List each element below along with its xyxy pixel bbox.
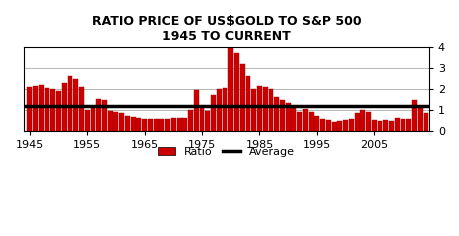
Bar: [67, 76, 72, 131]
Bar: [216, 89, 221, 131]
Bar: [96, 99, 101, 131]
Bar: [337, 121, 341, 131]
Title: RATIO PRICE OF US$GOLD TO S&P 500
1945 TO CURRENT: RATIO PRICE OF US$GOLD TO S&P 500 1945 T…: [91, 15, 360, 43]
Bar: [348, 119, 353, 131]
Bar: [354, 114, 359, 131]
Bar: [211, 96, 216, 131]
Bar: [280, 100, 284, 131]
Bar: [62, 83, 67, 131]
Bar: [359, 110, 364, 131]
Bar: [325, 120, 330, 131]
Bar: [222, 88, 227, 131]
Bar: [56, 91, 61, 131]
Bar: [102, 100, 106, 131]
Bar: [171, 118, 175, 131]
Bar: [377, 121, 381, 131]
Bar: [205, 111, 210, 131]
Bar: [417, 106, 422, 131]
Bar: [107, 111, 112, 131]
Bar: [27, 87, 32, 131]
Bar: [73, 79, 78, 131]
Bar: [176, 118, 181, 131]
Bar: [371, 120, 376, 131]
Bar: [188, 110, 193, 131]
Bar: [268, 89, 273, 131]
Bar: [153, 119, 158, 131]
Bar: [165, 119, 170, 131]
Bar: [119, 114, 124, 131]
Bar: [79, 87, 84, 131]
Bar: [125, 116, 129, 131]
Bar: [388, 121, 393, 131]
Bar: [382, 120, 387, 131]
Bar: [394, 118, 399, 131]
Bar: [199, 107, 204, 131]
Bar: [302, 109, 307, 131]
Bar: [148, 119, 152, 131]
Bar: [423, 114, 427, 131]
Bar: [45, 88, 50, 131]
Bar: [39, 85, 44, 131]
Bar: [400, 119, 404, 131]
Bar: [130, 117, 135, 131]
Bar: [113, 112, 118, 131]
Bar: [228, 43, 233, 131]
Bar: [411, 100, 416, 131]
Bar: [251, 89, 256, 131]
Bar: [136, 118, 141, 131]
Bar: [291, 108, 296, 131]
Bar: [274, 97, 279, 131]
Bar: [285, 103, 290, 131]
Bar: [297, 112, 302, 131]
Bar: [50, 89, 55, 131]
Bar: [193, 90, 198, 131]
Legend: Ratio, Average: Ratio, Average: [153, 142, 299, 161]
Bar: [84, 110, 90, 131]
Bar: [262, 87, 267, 131]
Bar: [239, 64, 244, 131]
Bar: [257, 86, 261, 131]
Bar: [342, 120, 347, 131]
Bar: [234, 53, 238, 131]
Bar: [33, 86, 38, 131]
Bar: [182, 118, 187, 131]
Bar: [308, 112, 313, 131]
Bar: [405, 119, 410, 131]
Bar: [319, 119, 325, 131]
Bar: [365, 112, 370, 131]
Bar: [314, 116, 319, 131]
Bar: [159, 119, 164, 131]
Bar: [90, 108, 95, 131]
Bar: [142, 119, 147, 131]
Bar: [245, 76, 250, 131]
Bar: [331, 122, 336, 131]
